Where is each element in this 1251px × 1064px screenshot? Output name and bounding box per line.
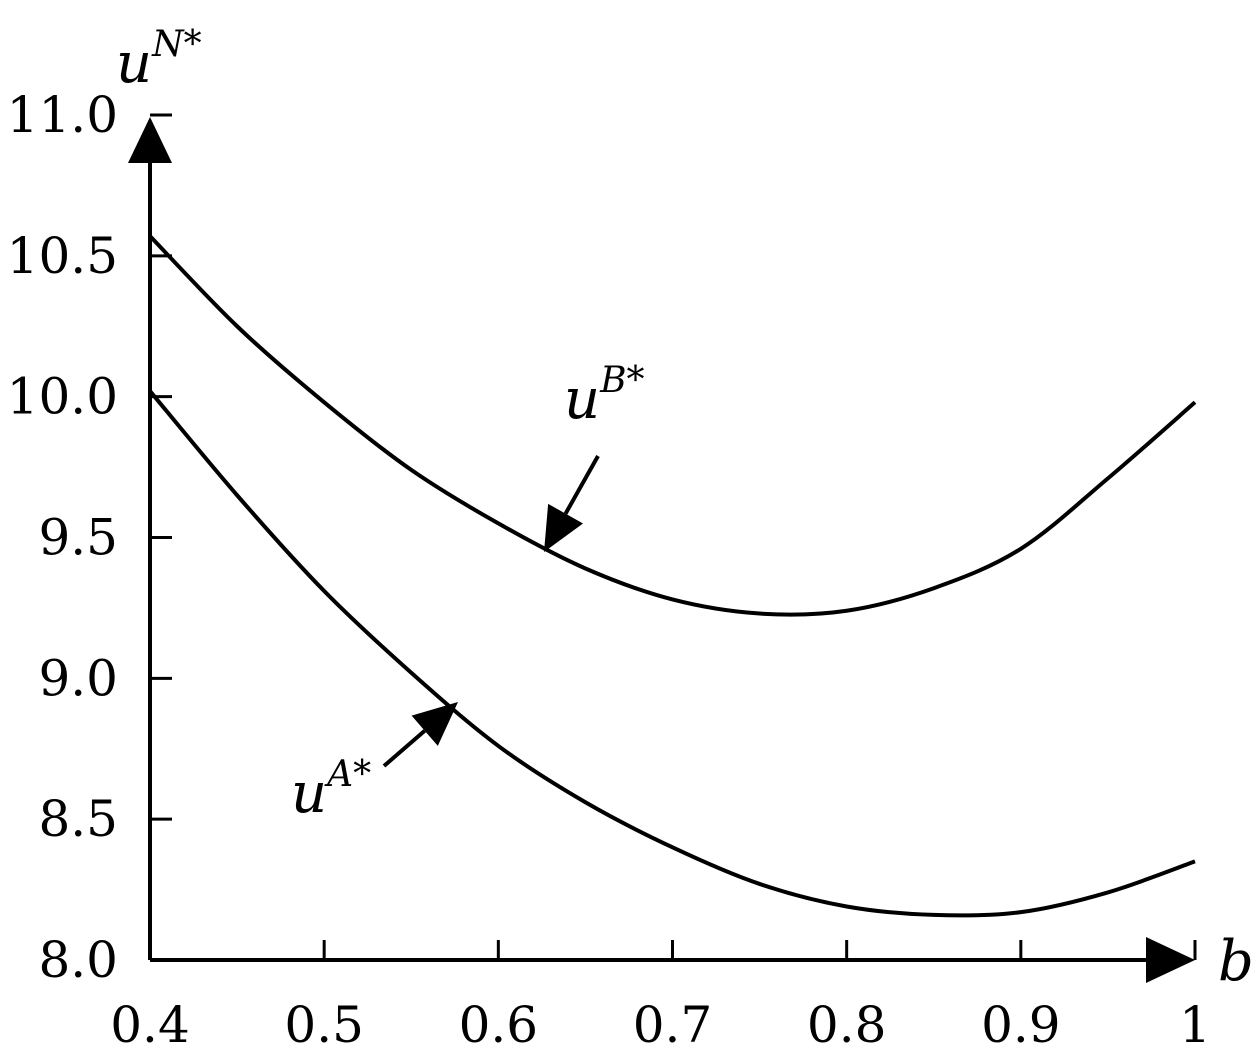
x-tick-label: 0.8 xyxy=(807,996,887,1054)
x-tick-label: 0.6 xyxy=(459,996,539,1054)
series-line-b-star xyxy=(148,234,1197,617)
y-tick-label: 10.0 xyxy=(7,368,118,426)
series-label-base: u xyxy=(564,367,600,432)
series-label-a-star: uA* xyxy=(291,754,371,826)
x-tick-label: 1 xyxy=(1179,996,1211,1054)
x-tick-label: 0.9 xyxy=(981,996,1061,1054)
series-annotations: uB*uA* xyxy=(291,360,645,826)
y-axis-label-sup: N* xyxy=(151,24,202,65)
y-axis-label: uN* xyxy=(116,24,202,96)
series-label-sup: A* xyxy=(324,754,371,795)
series-lines xyxy=(148,234,1197,918)
y-axis-arrow xyxy=(128,117,172,163)
x-tick-label: 0.4 xyxy=(110,996,190,1054)
ticks xyxy=(150,113,1197,960)
y-tick-label: 11.0 xyxy=(7,86,118,144)
series-label-base: u xyxy=(291,761,327,826)
y-tick-label: 8.5 xyxy=(38,790,118,848)
series-label-b-star: uB* xyxy=(564,360,645,432)
tick-labels: 0.4 0.5 0.6 0.7 0.8 0.9 1 8.0 8.5 9.0 9.5 10.0 10.5 1… xyxy=(7,86,1211,1054)
y-tick-label: 9.5 xyxy=(38,509,118,567)
y-tick-label: 8.0 xyxy=(38,931,118,989)
y-tick-label: 9.0 xyxy=(38,649,118,707)
arrow-u-b-star xyxy=(544,455,600,552)
y-axis-label-base: u xyxy=(116,31,152,96)
series-label-sup: B* xyxy=(599,360,644,401)
x-axis-arrow xyxy=(1146,937,1195,983)
series-line-a-star xyxy=(148,389,1196,918)
x-tick-label: 0.7 xyxy=(633,996,713,1054)
x-tick-label: 0.5 xyxy=(284,996,364,1054)
arrow-u-a-star xyxy=(382,702,458,768)
y-tick-label: 10.5 xyxy=(7,227,118,285)
axes xyxy=(128,117,1195,983)
x-axis-label: b xyxy=(1218,929,1251,994)
